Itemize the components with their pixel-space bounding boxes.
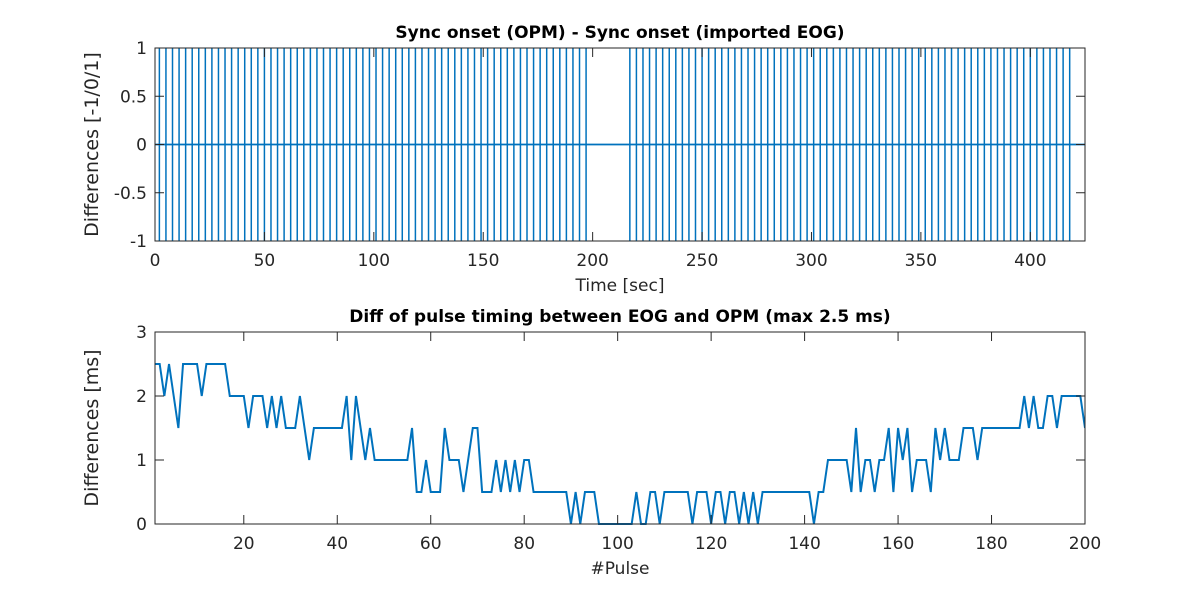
plot xyxy=(155,48,1085,241)
y-axis-label: Differences [ms] xyxy=(81,349,103,506)
x-tick-label: 60 xyxy=(420,534,442,554)
y-tick-label: 0.5 xyxy=(120,87,147,107)
x-tick-label: 50 xyxy=(254,251,276,271)
x-axis-label: #Pulse xyxy=(590,559,649,579)
y-tick-label: -1 xyxy=(130,232,147,252)
x-tick-label: 80 xyxy=(513,534,535,554)
x-tick-label: 100 xyxy=(601,534,633,554)
axes: 20 40 60 80 100 120 140 160 180 200 0 1 2 3 Diff of pu… xyxy=(81,307,1101,579)
x-tick-label: 160 xyxy=(882,534,914,554)
x-tick-label: 350 xyxy=(905,251,937,271)
y-tick-label: -0.5 xyxy=(114,184,147,204)
x-tick-label: 140 xyxy=(788,534,820,554)
chart-title: Sync onset (OPM) - Sync onset (imported … xyxy=(395,23,844,43)
x-tick-label: 100 xyxy=(358,251,390,271)
y-tick-label: 1 xyxy=(136,39,147,59)
y-tick-label: 0 xyxy=(136,515,147,535)
x-tick-label: 40 xyxy=(326,534,348,554)
x-tick-label: 400 xyxy=(1014,251,1046,271)
y-tick-label: 2 xyxy=(136,387,147,407)
x-axis-label: Time [sec] xyxy=(575,276,665,296)
x-tick-label: 250 xyxy=(686,251,718,271)
axes: 0 50 100 150 200 250 300 350 400 -1 -0.5 0 0.5 1 Sync … xyxy=(81,23,1086,296)
x-tick-label: 200 xyxy=(576,251,608,271)
axes-box xyxy=(154,331,1086,525)
x-tick-label: 0 xyxy=(150,251,161,271)
y-tick-label: 3 xyxy=(136,323,147,343)
y-tick-label: 0 xyxy=(136,136,147,156)
y-axis-label: Differences [-1/0/1] xyxy=(81,52,103,237)
x-tick-label: 300 xyxy=(795,251,827,271)
x-tick-label: 150 xyxy=(467,251,499,271)
chart-title: Diff of pulse timing between EOG and OPM… xyxy=(349,307,890,327)
x-tick-label: 120 xyxy=(695,534,727,554)
y-tick-label: 1 xyxy=(136,451,147,471)
x-tick-label: 20 xyxy=(233,534,255,554)
x-tick-label: 180 xyxy=(975,534,1007,554)
x-tick-label: 200 xyxy=(1069,534,1101,554)
